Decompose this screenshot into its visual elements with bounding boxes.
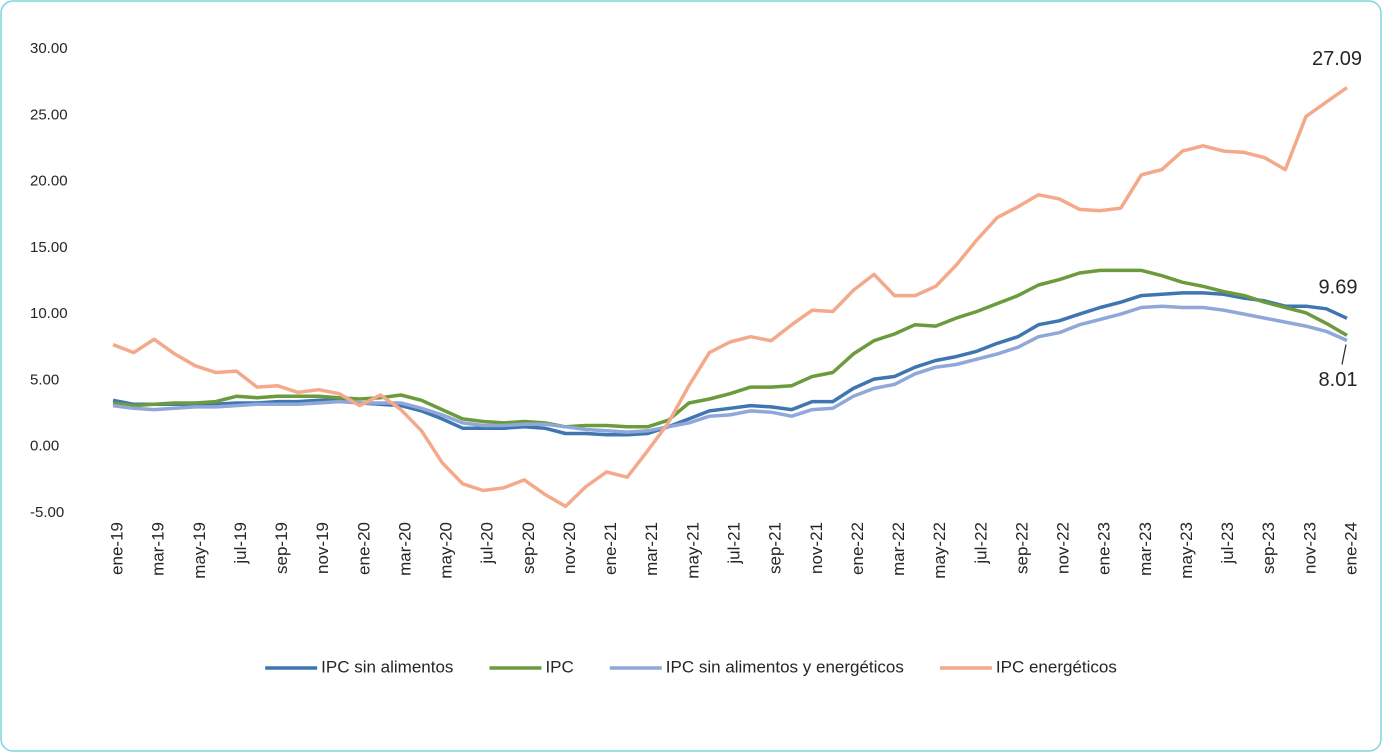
y-tick-label: 20.00 <box>30 173 68 190</box>
legend-label: IPC energéticos <box>996 657 1117 676</box>
x-tick-label: jul-19 <box>231 522 250 565</box>
data-label: 9.69 <box>1319 277 1358 299</box>
x-tick-label: sep-20 <box>519 522 538 574</box>
x-tick-label: may-19 <box>190 522 209 579</box>
x-tick-label: may-23 <box>1177 522 1196 579</box>
label-leader <box>1341 344 1347 365</box>
legend-label: IPC <box>545 657 573 676</box>
y-tick-label: 15.00 <box>30 239 68 256</box>
x-tick-label: nov-22 <box>1054 522 1073 574</box>
data-label: 27.09 <box>1312 48 1362 70</box>
x-tick-label: jul-23 <box>1218 522 1237 565</box>
x-tick-label: may-22 <box>930 522 949 579</box>
x-tick-label: mar-23 <box>1136 522 1155 576</box>
x-tick-label: nov-20 <box>560 522 579 574</box>
y-tick-label: 5.00 <box>30 371 59 388</box>
x-tick-label: may-20 <box>437 522 456 579</box>
x-tick-label: sep-19 <box>272 522 291 574</box>
y-tick-label: 0.00 <box>30 438 59 455</box>
x-tick-label: mar-20 <box>395 522 414 576</box>
line-series <box>112 86 1349 509</box>
x-tick-label: jul-20 <box>478 522 497 565</box>
x-tick-label: mar-19 <box>149 522 168 576</box>
x-tick-label: nov-21 <box>807 522 826 574</box>
x-tick-label: mar-22 <box>889 522 908 576</box>
y-tick-label: 30.00 <box>30 40 68 57</box>
data-label: 8.01 <box>1319 369 1358 391</box>
x-tick-label: jul-21 <box>724 522 743 565</box>
x-tick-label: ene-22 <box>848 522 867 575</box>
legend-label: IPC sin alimentos y energéticos <box>666 657 904 676</box>
line-series <box>112 291 1348 437</box>
x-tick-label: ene-23 <box>1095 522 1114 575</box>
x-tick-label: ene-21 <box>601 522 620 575</box>
x-tick-label: sep-22 <box>1012 522 1031 574</box>
x-tick-label: nov-19 <box>313 522 332 574</box>
y-tick-label: 10.00 <box>30 305 68 322</box>
x-tick-label: nov-23 <box>1300 522 1319 574</box>
x-tick-label: ene-24 <box>1341 522 1360 575</box>
x-tick-label: sep-21 <box>766 522 785 574</box>
x-tick-label: jul-22 <box>971 522 990 565</box>
line-series <box>112 268 1348 429</box>
x-tick-label: sep-23 <box>1259 522 1278 574</box>
line-series <box>112 304 1348 434</box>
y-tick-label: -5.00 <box>30 504 64 521</box>
x-tick-label: ene-19 <box>107 522 126 575</box>
x-tick-label: ene-20 <box>354 522 373 575</box>
y-tick-label: 25.00 <box>30 106 68 123</box>
legend-label: IPC sin alimentos <box>321 657 453 676</box>
x-tick-label: may-21 <box>683 522 702 579</box>
x-tick-label: mar-21 <box>642 522 661 576</box>
